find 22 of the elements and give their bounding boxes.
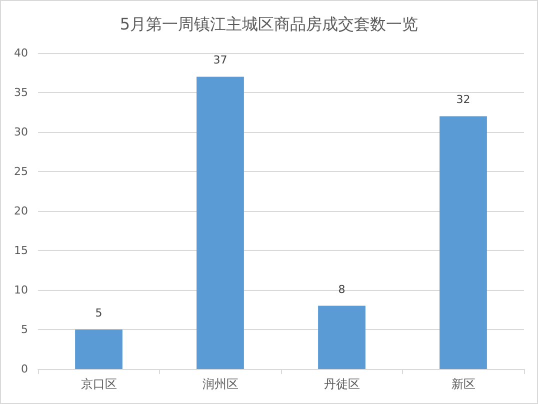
y-tick-label: 10 (14, 284, 28, 296)
y-tick-label: 40 (14, 46, 28, 60)
chart-title: 5月第一周镇江主城区商品房成交套数一览 (120, 14, 418, 34)
data-label: 37 (213, 54, 228, 67)
y-tick-label: 0 (21, 362, 28, 376)
x-tick-label: 新区 (451, 377, 476, 391)
bar (318, 306, 366, 369)
y-tick-label: 30 (14, 126, 28, 138)
bar (75, 330, 122, 369)
x-tick-label: 京口区 (80, 377, 117, 391)
y-tick-label: 15 (14, 244, 28, 257)
x-tick-label: 丹徒区 (324, 377, 360, 391)
y-tick-label: 35 (14, 86, 28, 99)
y-tick-label: 20 (14, 204, 28, 218)
y-tick-label: 25 (14, 165, 28, 178)
data-label: 32 (456, 93, 470, 106)
bar (196, 76, 244, 369)
bar (440, 116, 487, 369)
x-tick-label: 润州区 (202, 377, 238, 391)
y-tick-label: 5 (21, 323, 28, 336)
data-label: 5 (95, 306, 102, 320)
data-label: 8 (338, 282, 346, 296)
